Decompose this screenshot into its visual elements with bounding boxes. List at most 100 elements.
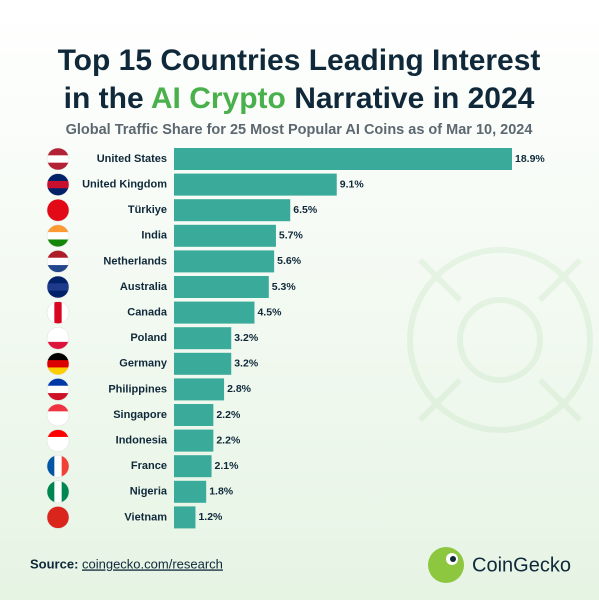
category-label: Türkiye [128, 204, 167, 216]
decoration [407, 247, 593, 433]
flag-stripe [47, 188, 69, 196]
flag-stripe [47, 444, 69, 452]
value-label: 5.7% [279, 230, 304, 242]
category-label: Poland [130, 332, 167, 344]
value-label: 1.2% [198, 511, 223, 523]
brand: CoinGecko [472, 554, 571, 576]
logo [428, 547, 464, 583]
flag-stripe [47, 334, 69, 343]
category-label: United Kingdom [82, 179, 167, 191]
flag-stripe [47, 455, 55, 478]
flag [46, 378, 70, 401]
bar [174, 199, 291, 222]
title-part: Narrative in 2024 [286, 82, 535, 115]
bar [174, 148, 512, 170]
flag-border [46, 454, 70, 478]
flag-stripe [54, 301, 63, 324]
flag-border [46, 301, 70, 324]
flag-stripe [47, 378, 69, 387]
value-label: 2.1% [215, 460, 240, 472]
flag [46, 224, 70, 248]
flag-stripe [47, 290, 69, 298]
flag-border [46, 403, 70, 427]
source-link[interactable]: coingecko.com/research [82, 556, 223, 571]
value-label: 1.8% [209, 486, 234, 498]
flag-stripe [47, 276, 69, 284]
category-label: Nigeria [130, 486, 168, 498]
chart-title: Top 15 Countries Leading Interest [58, 44, 541, 77]
flag [46, 301, 70, 324]
flag [46, 352, 70, 376]
flag-border [46, 224, 70, 248]
flag-stripe [47, 480, 55, 503]
flag-border [46, 147, 70, 171]
flag-border [46, 352, 70, 376]
flag-stripe [47, 155, 69, 164]
value-label: 5.6% [277, 255, 302, 267]
value-label: 2.2% [216, 409, 241, 421]
flag-stripe [54, 199, 63, 222]
flag-stripe [47, 367, 69, 375]
flag-stripe [61, 301, 69, 324]
category-label: India [141, 230, 168, 242]
flag [46, 198, 70, 222]
chart-title: in the AI Crypto Narrative in 2024 [64, 82, 535, 115]
flag-stripe [47, 250, 69, 259]
category-label: United States [97, 153, 167, 165]
flag-stripe [47, 301, 55, 324]
flag-stripe [47, 180, 69, 189]
title-part: in the [64, 82, 151, 115]
category-label: Germany [119, 358, 168, 370]
bar [174, 352, 232, 375]
flag-stripe [47, 265, 69, 273]
flag-stripe [47, 162, 69, 170]
flag-border [46, 173, 70, 196]
flag-stripe [47, 429, 69, 438]
category-label: Indonesia [116, 435, 168, 447]
flag [46, 480, 70, 504]
bar [174, 301, 255, 324]
value-label: 3.2% [234, 332, 259, 344]
flag-stripe [47, 411, 69, 420]
flag-stripe [47, 418, 69, 426]
flag [46, 275, 70, 299]
flag [46, 506, 70, 529]
flag-stripe [47, 232, 69, 240]
flag-stripe [61, 455, 69, 478]
flag-stripe [47, 521, 69, 529]
flag-stripe [47, 239, 69, 247]
bar [174, 429, 214, 452]
flag-stripe [54, 480, 63, 503]
bar [174, 224, 276, 247]
flag-stripe [47, 513, 69, 522]
flag-stripe [47, 360, 69, 368]
flag-border [46, 326, 70, 350]
bar [174, 404, 214, 426]
flag-stripe [47, 341, 69, 350]
value-label: 2.2% [216, 434, 241, 446]
flag [46, 173, 70, 196]
flag-border [46, 378, 70, 401]
category-label: Australia [120, 281, 168, 293]
category-label: France [131, 460, 167, 472]
flag-stripe [47, 283, 69, 292]
value-label: 18.9% [515, 153, 545, 165]
category-label: Vietnam [124, 511, 167, 523]
flag-stripe [61, 480, 69, 503]
flag-border [46, 429, 70, 452]
flag-stripe [47, 148, 69, 156]
value-label: 4.5% [257, 306, 282, 318]
value-label: 2.8% [227, 383, 252, 395]
flag-stripe [47, 199, 55, 222]
flag-stripe [61, 199, 69, 222]
value-label: 3.2% [234, 358, 259, 370]
flag-stripe [47, 404, 69, 412]
bar [174, 455, 212, 478]
bar [174, 327, 232, 350]
flag-stripe [54, 455, 63, 478]
flag-border [46, 506, 70, 529]
flag-stripe [47, 257, 69, 266]
bar [174, 480, 207, 503]
